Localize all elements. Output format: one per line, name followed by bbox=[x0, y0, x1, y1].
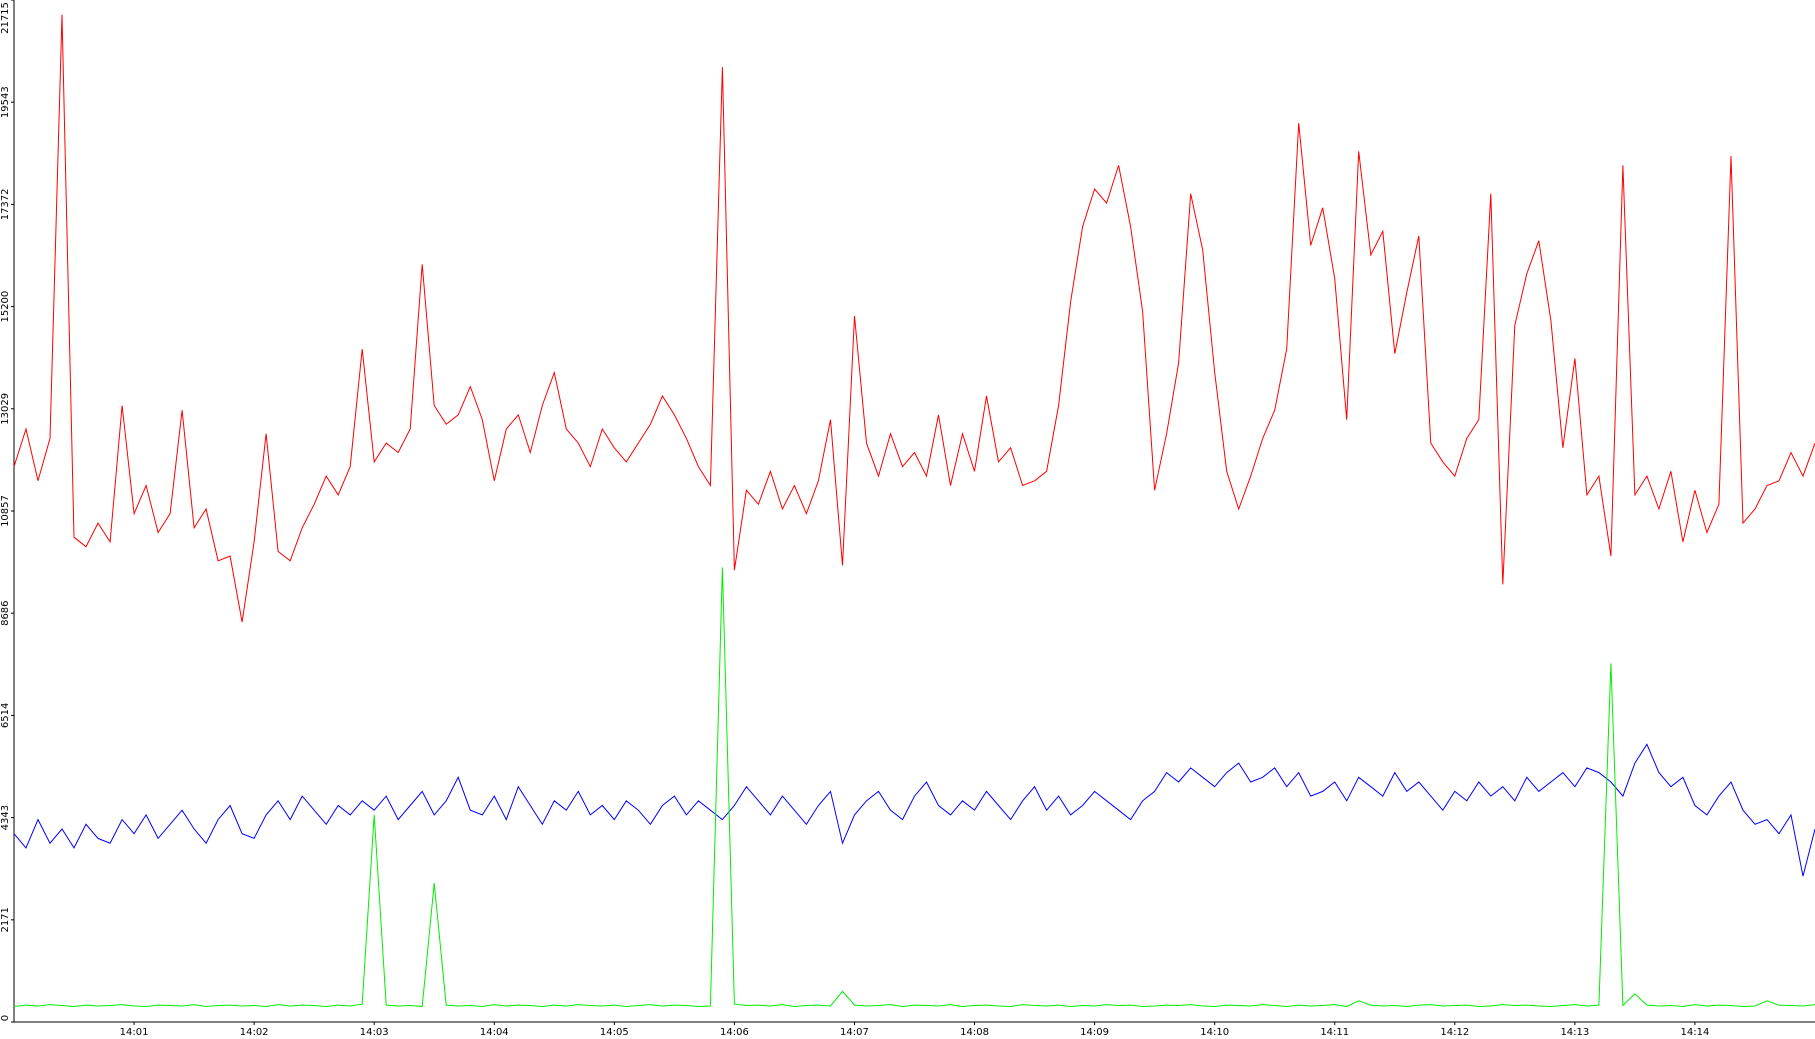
y-tick-label: 13029 bbox=[0, 393, 11, 425]
y-tick-label: 8686 bbox=[0, 600, 11, 625]
x-tick-label: 14:10 bbox=[1200, 1027, 1229, 1038]
y-tick-label: 17372 bbox=[0, 188, 11, 220]
y-tick-label: 15200 bbox=[0, 291, 11, 323]
y-tick-label: 21715 bbox=[0, 2, 11, 34]
x-tick-label: 14:08 bbox=[960, 1027, 989, 1038]
x-tick-label: 14:01 bbox=[120, 1027, 149, 1038]
y-tick-label: 0 bbox=[0, 1015, 11, 1021]
x-tick-label: 14:12 bbox=[1440, 1027, 1469, 1038]
x-tick-label: 14:13 bbox=[1560, 1027, 1589, 1038]
y-tick-label: 10857 bbox=[0, 495, 11, 527]
x-tick-label: 14:09 bbox=[1080, 1027, 1109, 1038]
y-tick-label: 4343 bbox=[0, 805, 11, 830]
x-tick-label: 14:11 bbox=[1320, 1027, 1349, 1038]
y-tick-label: 6514 bbox=[0, 703, 11, 728]
y-tick-label: 19543 bbox=[0, 86, 11, 118]
series-line bbox=[13, 567, 1815, 1008]
x-tick-label: 14:14 bbox=[1681, 1027, 1710, 1038]
x-tick-label: 14:02 bbox=[240, 1027, 269, 1038]
x-tick-label: 14:04 bbox=[480, 1027, 509, 1038]
x-tick-label: 14:05 bbox=[600, 1027, 629, 1038]
series-line bbox=[13, 14, 1815, 623]
y-tick-label: 2171 bbox=[0, 907, 11, 932]
x-tick-label: 14:03 bbox=[360, 1027, 389, 1038]
x-tick-label: 14:06 bbox=[720, 1027, 749, 1038]
x-tick-label: 14:07 bbox=[840, 1027, 869, 1038]
series-line bbox=[13, 743, 1815, 877]
